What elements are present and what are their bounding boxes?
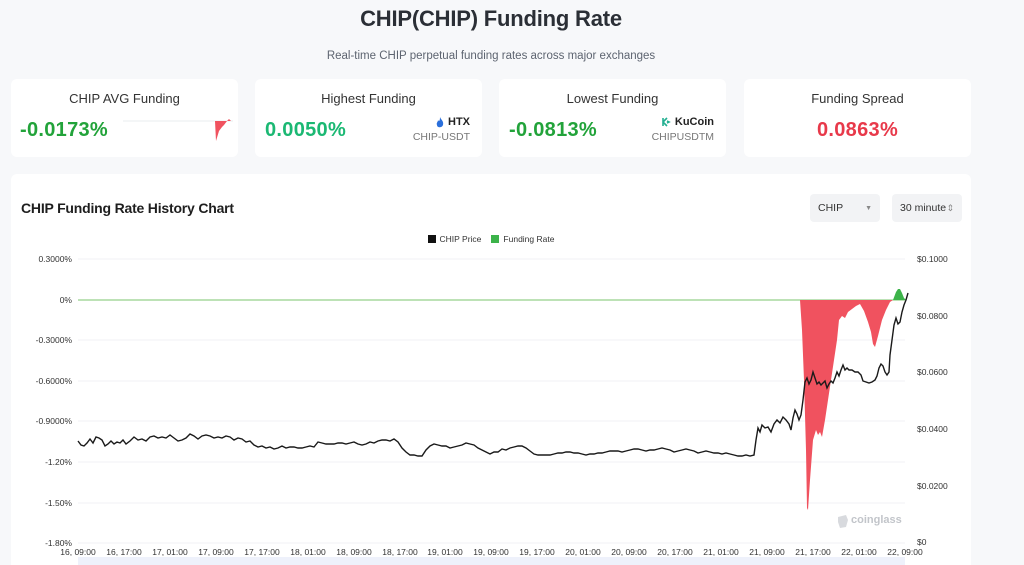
y-right-tick: $0.0400 (917, 424, 948, 434)
kucoin-logo-icon (662, 117, 671, 127)
y-right-tick: $0.0600 (917, 367, 948, 377)
funding-spread-card: Funding Spread 0.0863% (744, 79, 971, 157)
funding-spread-value: 0.0863% (816, 119, 899, 141)
x-tick: 20, 09:00 (611, 547, 647, 557)
card-title: Funding Spread (811, 91, 904, 106)
x-tick: 16, 09:00 (60, 547, 96, 557)
x-tick: 20, 01:00 (565, 547, 601, 557)
y-left-tick: -1.50% (45, 498, 72, 508)
avg-funding-card: CHIP AVG Funding -0.0173% (11, 79, 238, 157)
x-tick: 18, 01:00 (290, 547, 326, 557)
funding-rate-positive-area (893, 289, 906, 300)
interval-select-value: 30 minute (900, 202, 947, 214)
highest-funding-card: Highest Funding 0.0050% HTX CHIP-USDT (255, 79, 482, 157)
avg-funding-value: -0.0173% (20, 119, 109, 141)
exchange-info: HTX CHIP-USDT (413, 116, 470, 143)
chart-legend: CHIP Price Funding Rate (11, 234, 971, 244)
price-line (77, 292, 909, 457)
y-left-tick: 0% (59, 295, 72, 305)
x-tick: 20, 17:00 (657, 547, 693, 557)
interval-select[interactable]: 30 minute ⇕ (892, 194, 962, 222)
y-right-tick: $0 (917, 537, 927, 547)
x-tick: 19, 17:00 (519, 547, 555, 557)
updown-chevron-icon: ⇕ (946, 203, 954, 213)
x-tick: 18, 09:00 (336, 547, 372, 557)
funding-rate-negative-area (800, 300, 893, 510)
y-right-tick: $0.0200 (917, 481, 948, 491)
legend-item-funding[interactable]: Funding Rate (491, 234, 554, 244)
x-tick: 22, 09:00 (887, 547, 923, 557)
data-zoom-slider[interactable] (78, 557, 905, 565)
exchange-info: KuCoin CHIPUSDTM (652, 116, 714, 143)
x-tick: 18, 17:00 (382, 547, 418, 557)
x-tick: 21, 01:00 (703, 547, 739, 557)
card-title: Highest Funding (321, 91, 416, 106)
lowest-funding-card: Lowest Funding -0.0813% KuCoin CHIPUSDTM (499, 79, 726, 157)
legend-label: Funding Rate (503, 234, 555, 244)
y-left-tick: 0.3000% (38, 254, 72, 264)
x-tick: 17, 01:00 (152, 547, 188, 557)
y-right-tick: $0.0800 (917, 311, 948, 321)
x-tick: 17, 09:00 (198, 547, 234, 557)
symbol-select-value: CHIP (818, 202, 844, 214)
y-left-tick: -1.20% (45, 457, 72, 467)
y-right-tick: $0.1000 (917, 254, 948, 264)
card-title: CHIP AVG Funding (69, 91, 180, 106)
exchange-name: KuCoin (674, 116, 714, 128)
chart-title: CHIP Funding Rate History Chart (21, 200, 234, 216)
x-tick: 17, 17:00 (244, 547, 280, 557)
page-title: CHIP(CHIP) Funding Rate (360, 6, 622, 31)
symbol-select[interactable]: CHIP ▼ (810, 194, 880, 222)
price-swatch-icon (427, 235, 436, 243)
legend-item-price[interactable]: CHIP Price (427, 234, 482, 244)
grid-lines (78, 258, 905, 544)
exchange-pair: CHIPUSDTM (651, 131, 714, 143)
y-left-tick: -0.3000% (35, 335, 72, 345)
htx-flame-icon (436, 116, 444, 127)
y-left-tick: -0.9000% (35, 416, 72, 426)
y-left-tick: -1.80% (45, 538, 72, 548)
x-tick: 19, 01:00 (427, 547, 463, 557)
card-title: Lowest Funding (566, 91, 659, 106)
x-tick: 16, 17:00 (106, 547, 142, 557)
coinglass-watermark-text: coinglass (851, 514, 902, 526)
red-area-sparkline-icon (123, 119, 233, 141)
x-tick: 21, 09:00 (749, 547, 785, 557)
funding-swatch-icon (491, 235, 500, 243)
page-subtitle: Real-time CHIP perpetual funding rates a… (326, 50, 656, 62)
exchange-pair: CHIP-USDT (412, 131, 470, 143)
highest-funding-value: 0.0050% (265, 119, 347, 141)
legend-label: CHIP Price (439, 234, 482, 244)
exchange-name: HTX (448, 116, 470, 128)
coinglass-watermark (838, 515, 848, 528)
x-tick: 21, 17:00 (795, 547, 831, 557)
caret-down-icon: ▼ (865, 204, 872, 212)
y-left-tick: -0.6000% (35, 376, 72, 386)
x-tick: 22, 01:00 (841, 547, 877, 557)
lowest-funding-value: -0.0813% (509, 119, 598, 141)
x-tick: 19, 09:00 (473, 547, 509, 557)
